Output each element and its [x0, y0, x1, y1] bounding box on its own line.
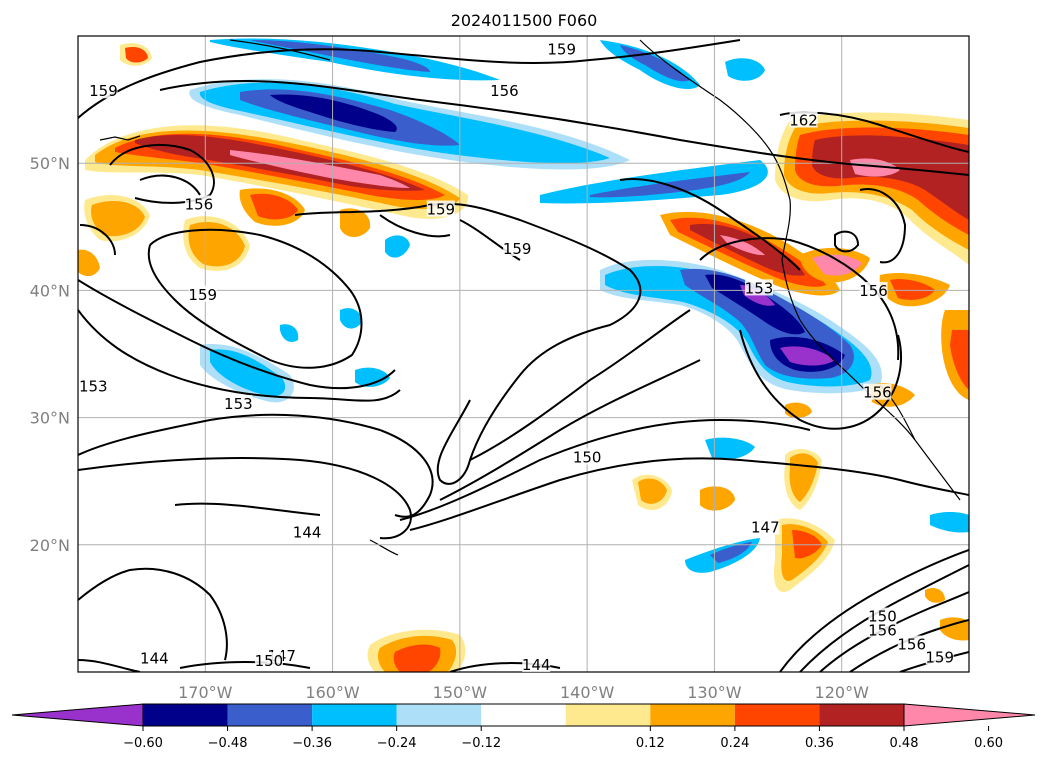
contour-label-bg — [751, 518, 780, 535]
contour-label: 159 — [89, 82, 118, 100]
lon-tick-label: 130°W — [687, 683, 742, 702]
colorbar-segment — [650, 704, 735, 726]
contour-label: 153 — [745, 279, 774, 297]
contour-label-bg — [573, 448, 602, 465]
contour-label-bg — [868, 607, 897, 624]
contour-label: 156 — [897, 636, 926, 654]
colorbar-tick-label: −0.48 — [208, 736, 248, 751]
colorbar: −0.60 −0.48 −0.36 −0.24 −0.12 0.12 0.24 0.36 0.4… — [11, 703, 1036, 751]
colorbar-segment — [227, 704, 313, 726]
contour-label: 159 — [188, 286, 217, 304]
contour-label-bg — [925, 648, 954, 665]
axis-labels: 170°W 160°W 150°W 140°W 130°W 120°W 50°N 40°N 30… — [30, 154, 869, 702]
contour-label: 144 — [293, 524, 322, 542]
colorbar-tick-label: −0.36 — [292, 736, 332, 751]
colorbar-segment — [734, 704, 820, 726]
contour-label-bg — [140, 649, 169, 666]
contour-label: 159 — [547, 40, 576, 58]
contour-label-bg — [254, 652, 283, 669]
contour-label: 156 — [185, 195, 214, 213]
contour-label: 153 — [224, 395, 253, 413]
contour-label-bg — [79, 377, 108, 394]
contour-label-bg — [426, 200, 455, 217]
contour-label-bg — [490, 82, 519, 99]
colorbar-tick-label: 0.48 — [890, 736, 919, 751]
lon-tick-label: 140°W — [560, 683, 615, 702]
colorbar-extend-low — [11, 703, 144, 727]
contour-label: 144 — [140, 650, 169, 668]
contour-label: 153 — [79, 377, 108, 395]
colorbar-segment — [396, 704, 482, 726]
contour-label-bg — [859, 281, 888, 298]
lat-tick-label: 20°N — [30, 536, 70, 555]
lat-tick-label: 30°N — [30, 409, 70, 428]
contour-label: 147 — [751, 519, 780, 537]
height-contours — [78, 39, 969, 672]
map-area — [78, 36, 969, 672]
colorbar-tick-label: −0.24 — [377, 736, 417, 751]
lon-tick-label: 160°W — [305, 683, 360, 702]
colorbar-extend-high — [903, 703, 1036, 727]
lon-tick-label: 170°W — [178, 683, 233, 702]
contour-label-bg — [188, 285, 217, 302]
contour-label-bg — [522, 655, 551, 672]
colorbar-tick-label: −0.12 — [461, 736, 501, 751]
contour-label-bg — [868, 621, 897, 638]
colorbar-tick-label: 0.60 — [974, 736, 1003, 751]
lon-tick-label: 120°W — [815, 683, 870, 702]
contour-label-bg — [224, 395, 253, 412]
colorbar-tick-label: 0.24 — [720, 736, 749, 751]
contour-label-bg — [863, 383, 892, 400]
colorbar-frame — [142, 703, 905, 727]
contour-label: 162 — [789, 111, 818, 129]
contour-label: 150 — [255, 652, 284, 670]
contour-label: 159 — [925, 648, 954, 666]
contour-label-bg — [89, 82, 118, 99]
colorbar-segment — [565, 704, 651, 726]
contour-label: 156 — [490, 82, 519, 100]
contour-label: 159 — [426, 201, 455, 219]
contour-label: 156 — [863, 384, 892, 402]
colorbar-tick-label: 0.36 — [805, 736, 834, 751]
contour-label: 150 — [868, 608, 897, 626]
contour-label: 150 — [573, 449, 602, 467]
colorbar-segment — [819, 704, 904, 726]
contour-label: 159 — [503, 240, 532, 258]
lat-tick-label: 40°N — [30, 281, 70, 300]
contour-label-bg — [184, 195, 213, 212]
lon-tick-label: 150°W — [433, 683, 488, 702]
colorbar-tick-label: −0.60 — [123, 736, 163, 751]
contour-label: 156 — [868, 622, 897, 640]
colorbar-segment — [143, 704, 228, 726]
contour-label-bg — [789, 111, 818, 128]
shaded-field — [78, 38, 969, 672]
contour-label: 156 — [859, 282, 888, 300]
colorbar-tick-label: 0.12 — [636, 736, 665, 751]
contour-label-bg — [293, 523, 322, 540]
contour-label-bg — [503, 239, 532, 256]
map-title: 2024011500 F060 — [451, 11, 598, 30]
contour-label-bg — [744, 279, 773, 296]
contour-label: 144 — [522, 656, 551, 674]
colorbar-segment — [481, 704, 566, 726]
contour-label-bg — [897, 635, 926, 652]
colorbar-segment — [312, 704, 397, 726]
map-frame — [77, 35, 970, 673]
contour-label-bg — [547, 40, 576, 57]
lat-tick-label: 50°N — [30, 154, 70, 173]
